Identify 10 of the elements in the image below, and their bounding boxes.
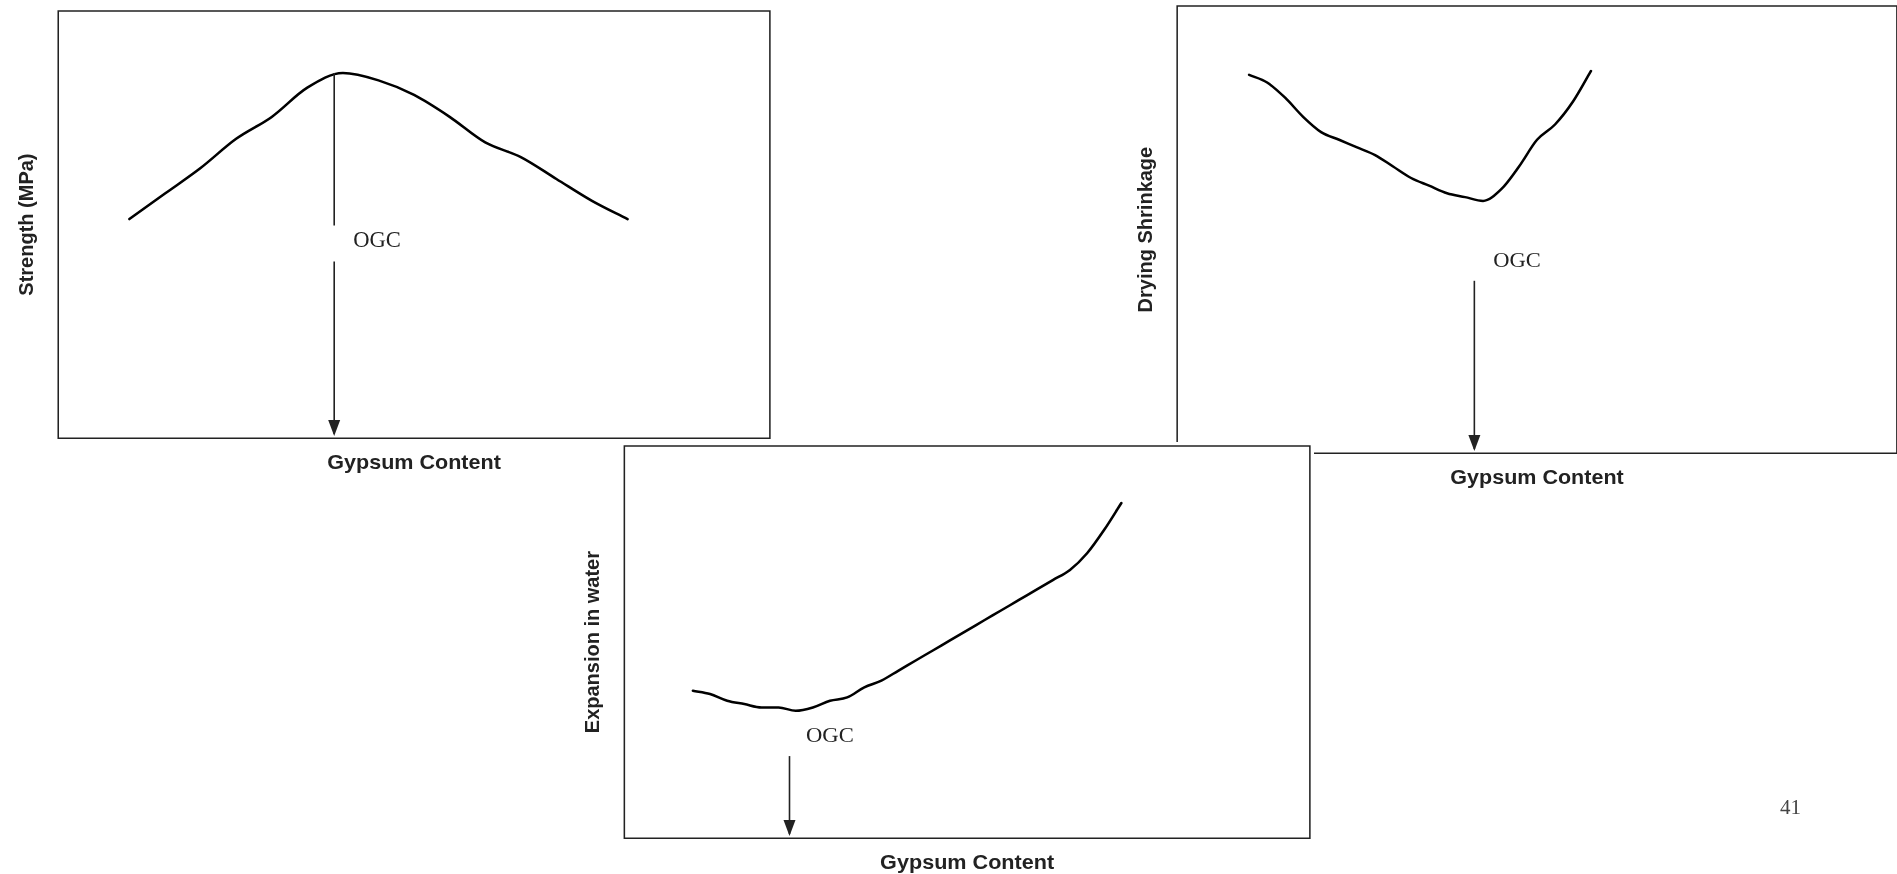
x-axis-title: Gypsum Content — [327, 449, 501, 474]
annotation: OGC — [1493, 246, 1541, 272]
y-axis-title: Drying Shrinkage — [1133, 146, 1157, 313]
x-axis-title: Gypsum Content — [880, 849, 1055, 874]
annotation: OGC — [353, 227, 401, 253]
text: 41 — [1780, 795, 1801, 820]
x-axis-title: Gypsum Content — [1450, 464, 1624, 489]
y-axis-title: Strength (MPa) — [14, 153, 38, 296]
y-axis-title: Expansion in water — [580, 550, 604, 734]
annotation: OGC — [806, 722, 854, 747]
